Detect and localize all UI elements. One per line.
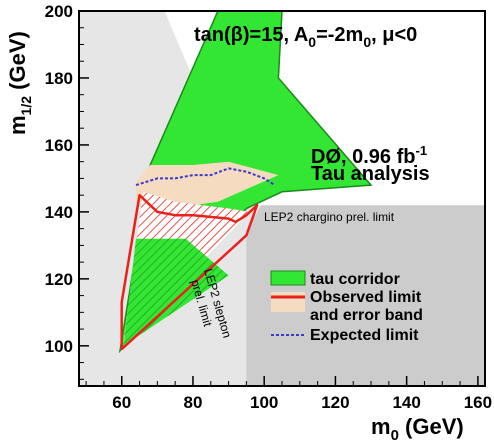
legend-label-observed: Observed limit [310,289,422,306]
y-tick-label: 160 [45,136,73,155]
x-tick-label: 120 [321,393,349,412]
title-sub-1: 0 [308,34,316,50]
regions-layer [79,11,485,386]
legend-swatch-tau-corridor [270,270,306,286]
series-layer [120,167,276,351]
x-tick-label: 160 [464,393,492,412]
y-tick-label: 140 [45,203,73,222]
error-band-region [136,161,279,206]
y-axis-title-sub: 1/2 [18,96,34,116]
x-tick-label: 60 [112,393,131,412]
chargino-excluded-region [246,205,485,386]
legend-label-error-band: and error band [310,307,423,324]
x-tick-label: 140 [392,393,420,412]
x-axis-title-unit: (GeV) [399,414,464,439]
chargino-label: LEP2 chargino prel. limit [264,210,395,224]
analysis-label: Tau analysis [311,163,430,185]
experiment-superscript: -1 [415,143,427,158]
title-part-3: =-2m [316,24,363,46]
title-part-1: tan(β)=15, A [194,24,308,46]
y-tick-label: 200 [45,2,73,21]
title-annotation: tan(β)=15, A0=-2m0, μ<0 [194,24,417,50]
lower-corridor-hatch [123,238,229,346]
y-axis-title: m1/2 (GeV) [5,31,34,135]
ticks-layer: 60 80 100 120 140 160 100 120 140 160 180 200 [45,2,492,412]
legend-label-tau-corridor: tau corridor [310,271,400,288]
observed-limit-line [120,193,259,351]
y-tick-label: 120 [45,270,73,289]
x-axis-title: m0 (GeV) [371,414,464,442]
expected-limit-line [135,167,276,187]
experiment-text: DØ, 0.96 fb [311,146,415,168]
legend-swatch-error-band [271,292,305,312]
title-part-5: , μ<0 [371,24,417,46]
legend-label-expected: Expected limit [310,327,419,344]
x-axis-title-main: m [371,414,391,439]
x-tick-label: 80 [184,393,203,412]
x-axis-title-sub: 0 [391,427,399,442]
legend: tau corridor Observed limit and error ba… [270,270,423,344]
x-tick-label: 100 [250,393,278,412]
y-tick-label: 180 [45,69,73,88]
y-axis-title-unit: (GeV) [5,31,30,96]
title-sub-2: 0 [363,34,371,50]
y-axis-title-main: m [5,115,30,135]
y-tick-label: 100 [45,337,73,356]
experiment-label: DØ, 0.96 fb-1 [311,143,427,168]
